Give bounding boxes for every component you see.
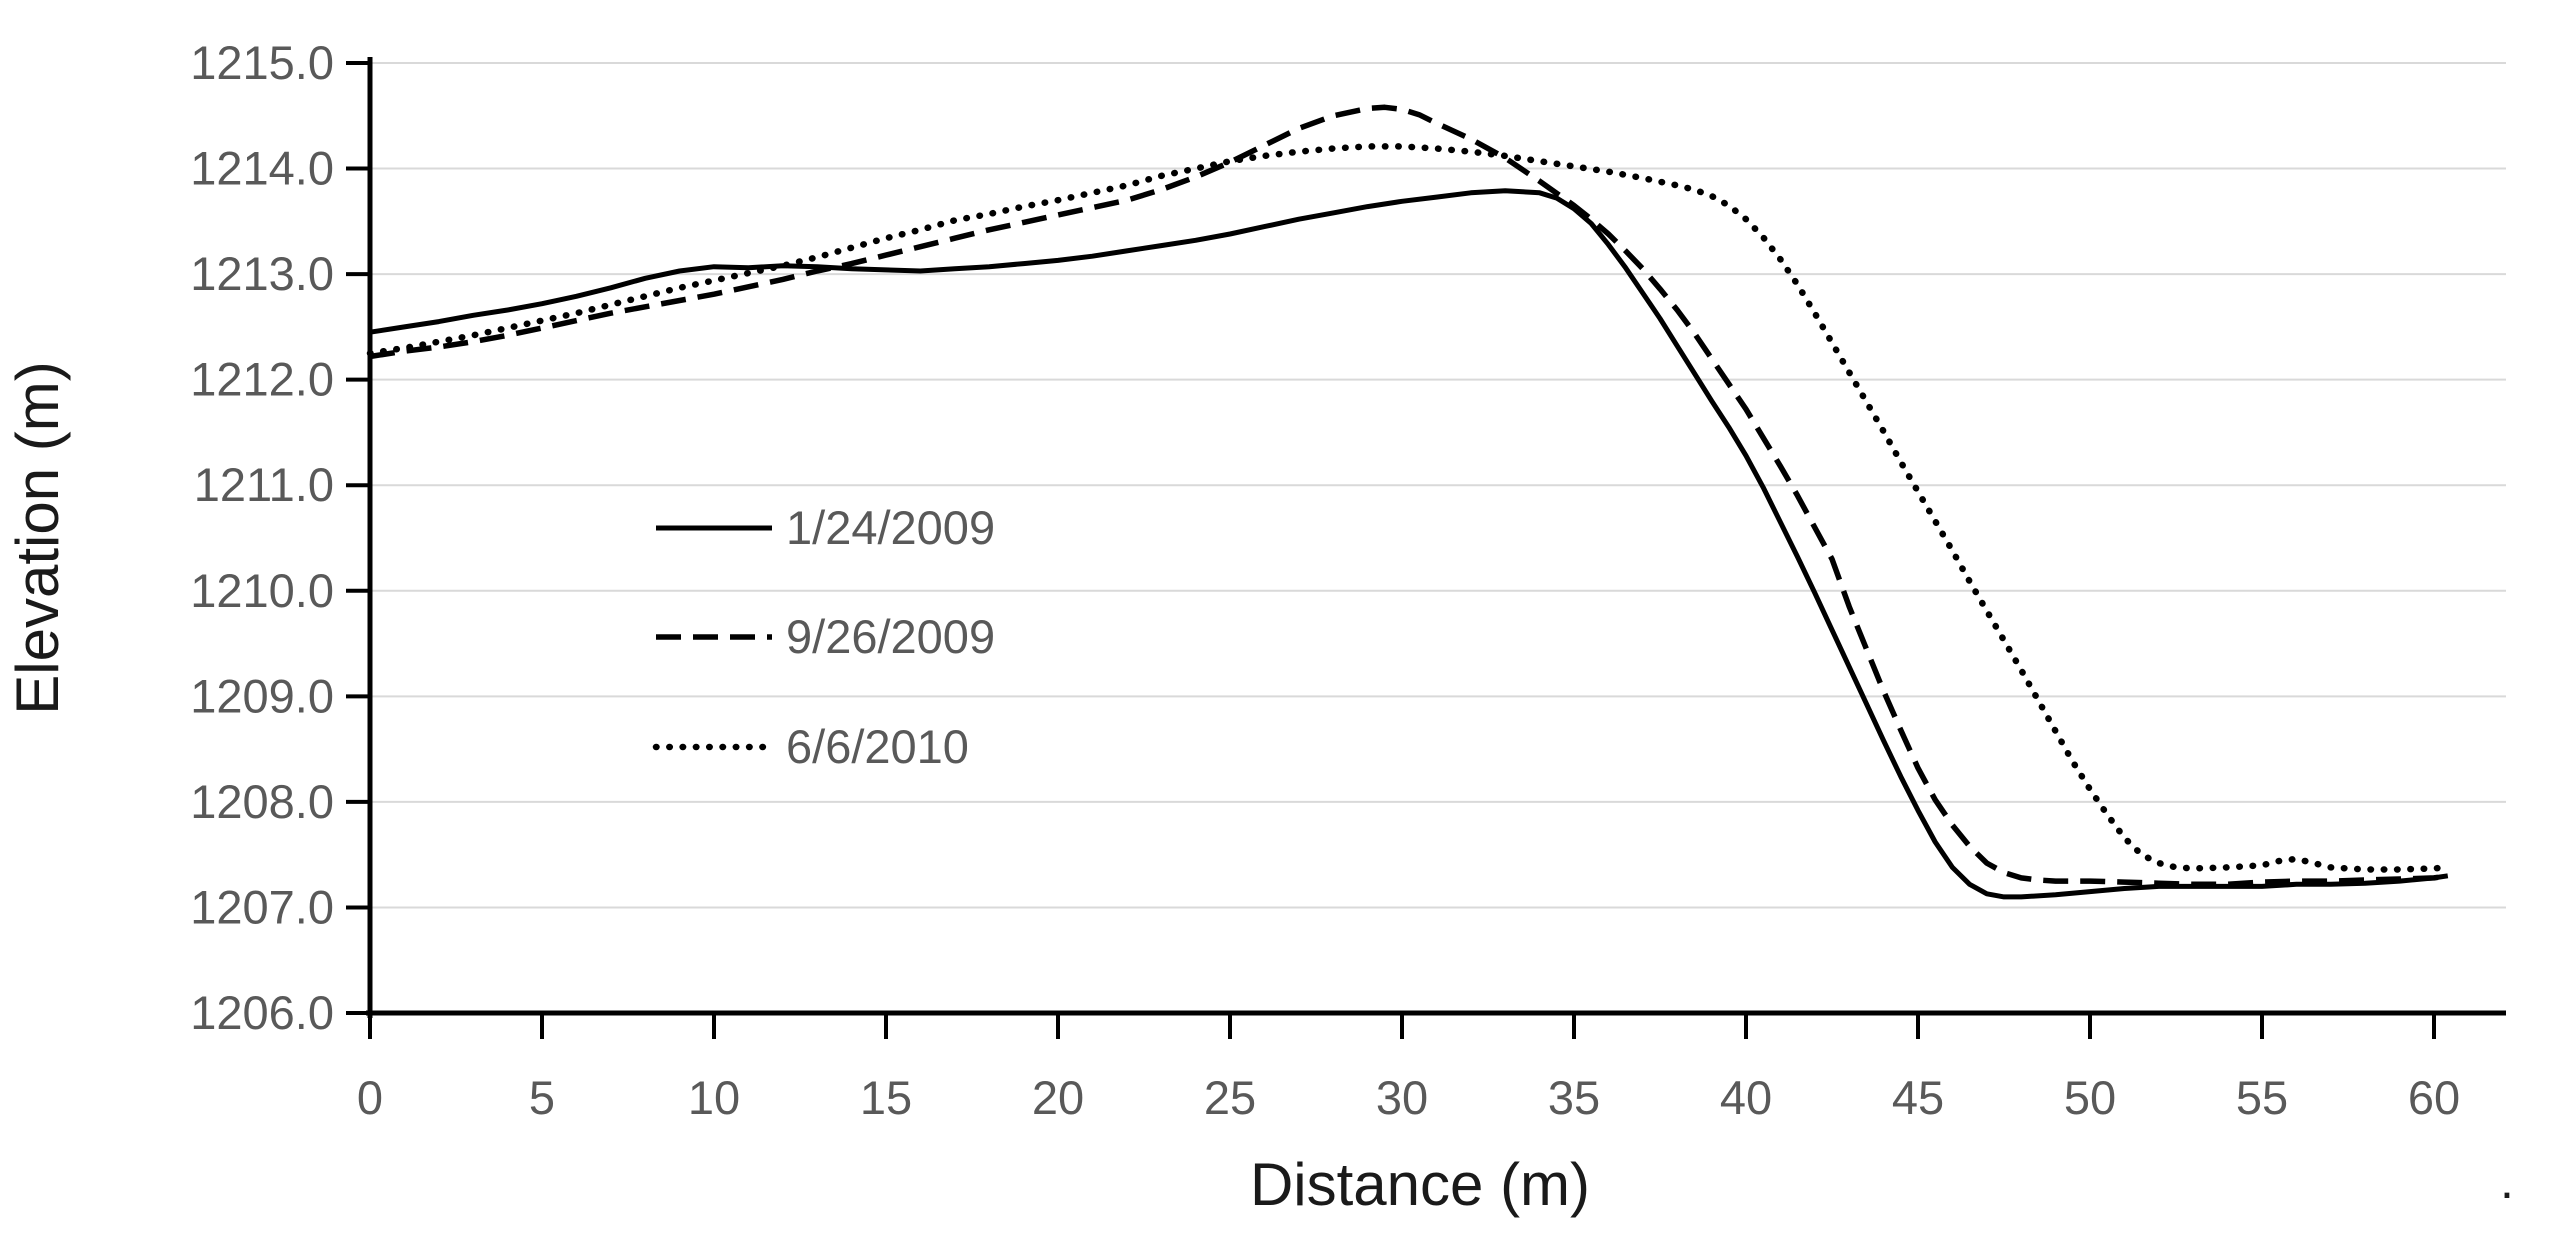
y-tick-label-1215: 1215.0 xyxy=(190,36,334,89)
y-tick-label-1208: 1208.0 xyxy=(190,775,334,828)
y-tick-label-1213: 1213.0 xyxy=(190,247,334,300)
y-tick-label-1214: 1214.0 xyxy=(190,142,334,195)
y-axis-tick-labels: 1206.0 1207.0 1208.0 1209.0 1210.0 1211.0 1212… xyxy=(190,36,334,1039)
x-tick-label-5: 5 xyxy=(529,1071,555,1124)
x-tick-label-25: 25 xyxy=(1204,1071,1256,1124)
x-tick-label-40: 40 xyxy=(1720,1071,1772,1124)
x-tick-label-30: 30 xyxy=(1376,1071,1428,1124)
stray-period-text: . xyxy=(2500,1153,2514,1209)
y-axis-ticks xyxy=(346,61,370,1016)
x-tick-label-35: 35 xyxy=(1548,1071,1600,1124)
legend-item-1: 9/26/2009 xyxy=(656,610,995,663)
x-tick-label-10: 10 xyxy=(688,1071,740,1124)
legend-label: 1/24/2009 xyxy=(786,501,995,554)
y-tick-label-1209: 1209.0 xyxy=(190,669,334,722)
y-tick-label-1206: 1206.0 xyxy=(190,986,334,1039)
x-tick-label-15: 15 xyxy=(860,1071,912,1124)
series-line-dotted xyxy=(366,143,2452,873)
x-tick-label-55: 55 xyxy=(2236,1071,2288,1124)
y-tick-label-1212: 1212.0 xyxy=(190,353,334,406)
legend-item-0: 1/24/2009 xyxy=(656,501,995,554)
horizontal-gridlines xyxy=(370,62,2506,909)
y-axis-title: Elevation (m) xyxy=(4,361,71,714)
legend-label: 6/6/2010 xyxy=(786,720,969,773)
x-tick-label-45: 45 xyxy=(1892,1071,1944,1124)
x-tick-label-20: 20 xyxy=(1032,1071,1084,1124)
x-tick-label-0: 0 xyxy=(357,1071,383,1124)
axis-lines xyxy=(366,57,2506,1018)
series-line-dashed xyxy=(369,104,2449,888)
legend-item-2: 6/6/2010 xyxy=(652,720,969,773)
x-tick-label-50: 50 xyxy=(2064,1071,2116,1124)
x-tick-label-60: 60 xyxy=(2408,1071,2460,1124)
y-tick-label-1210: 1210.0 xyxy=(190,564,334,617)
legend: 1/24/2009 9/26/2009 6/6/2010 xyxy=(652,501,995,773)
series-line-solid xyxy=(369,188,2449,900)
y-tick-label-1211: 1211.0 xyxy=(194,458,334,511)
x-axis-ticks xyxy=(368,1013,2436,1039)
data-series xyxy=(366,104,2452,900)
y-tick-label-1207: 1207.0 xyxy=(190,880,334,933)
x-axis-tick-labels: 0 5 10 15 20 25 30 35 40 45 50 55 60 xyxy=(357,1071,2460,1124)
x-axis-title: Distance (m) xyxy=(1250,1151,1590,1218)
legend-label: 9/26/2009 xyxy=(786,610,995,663)
